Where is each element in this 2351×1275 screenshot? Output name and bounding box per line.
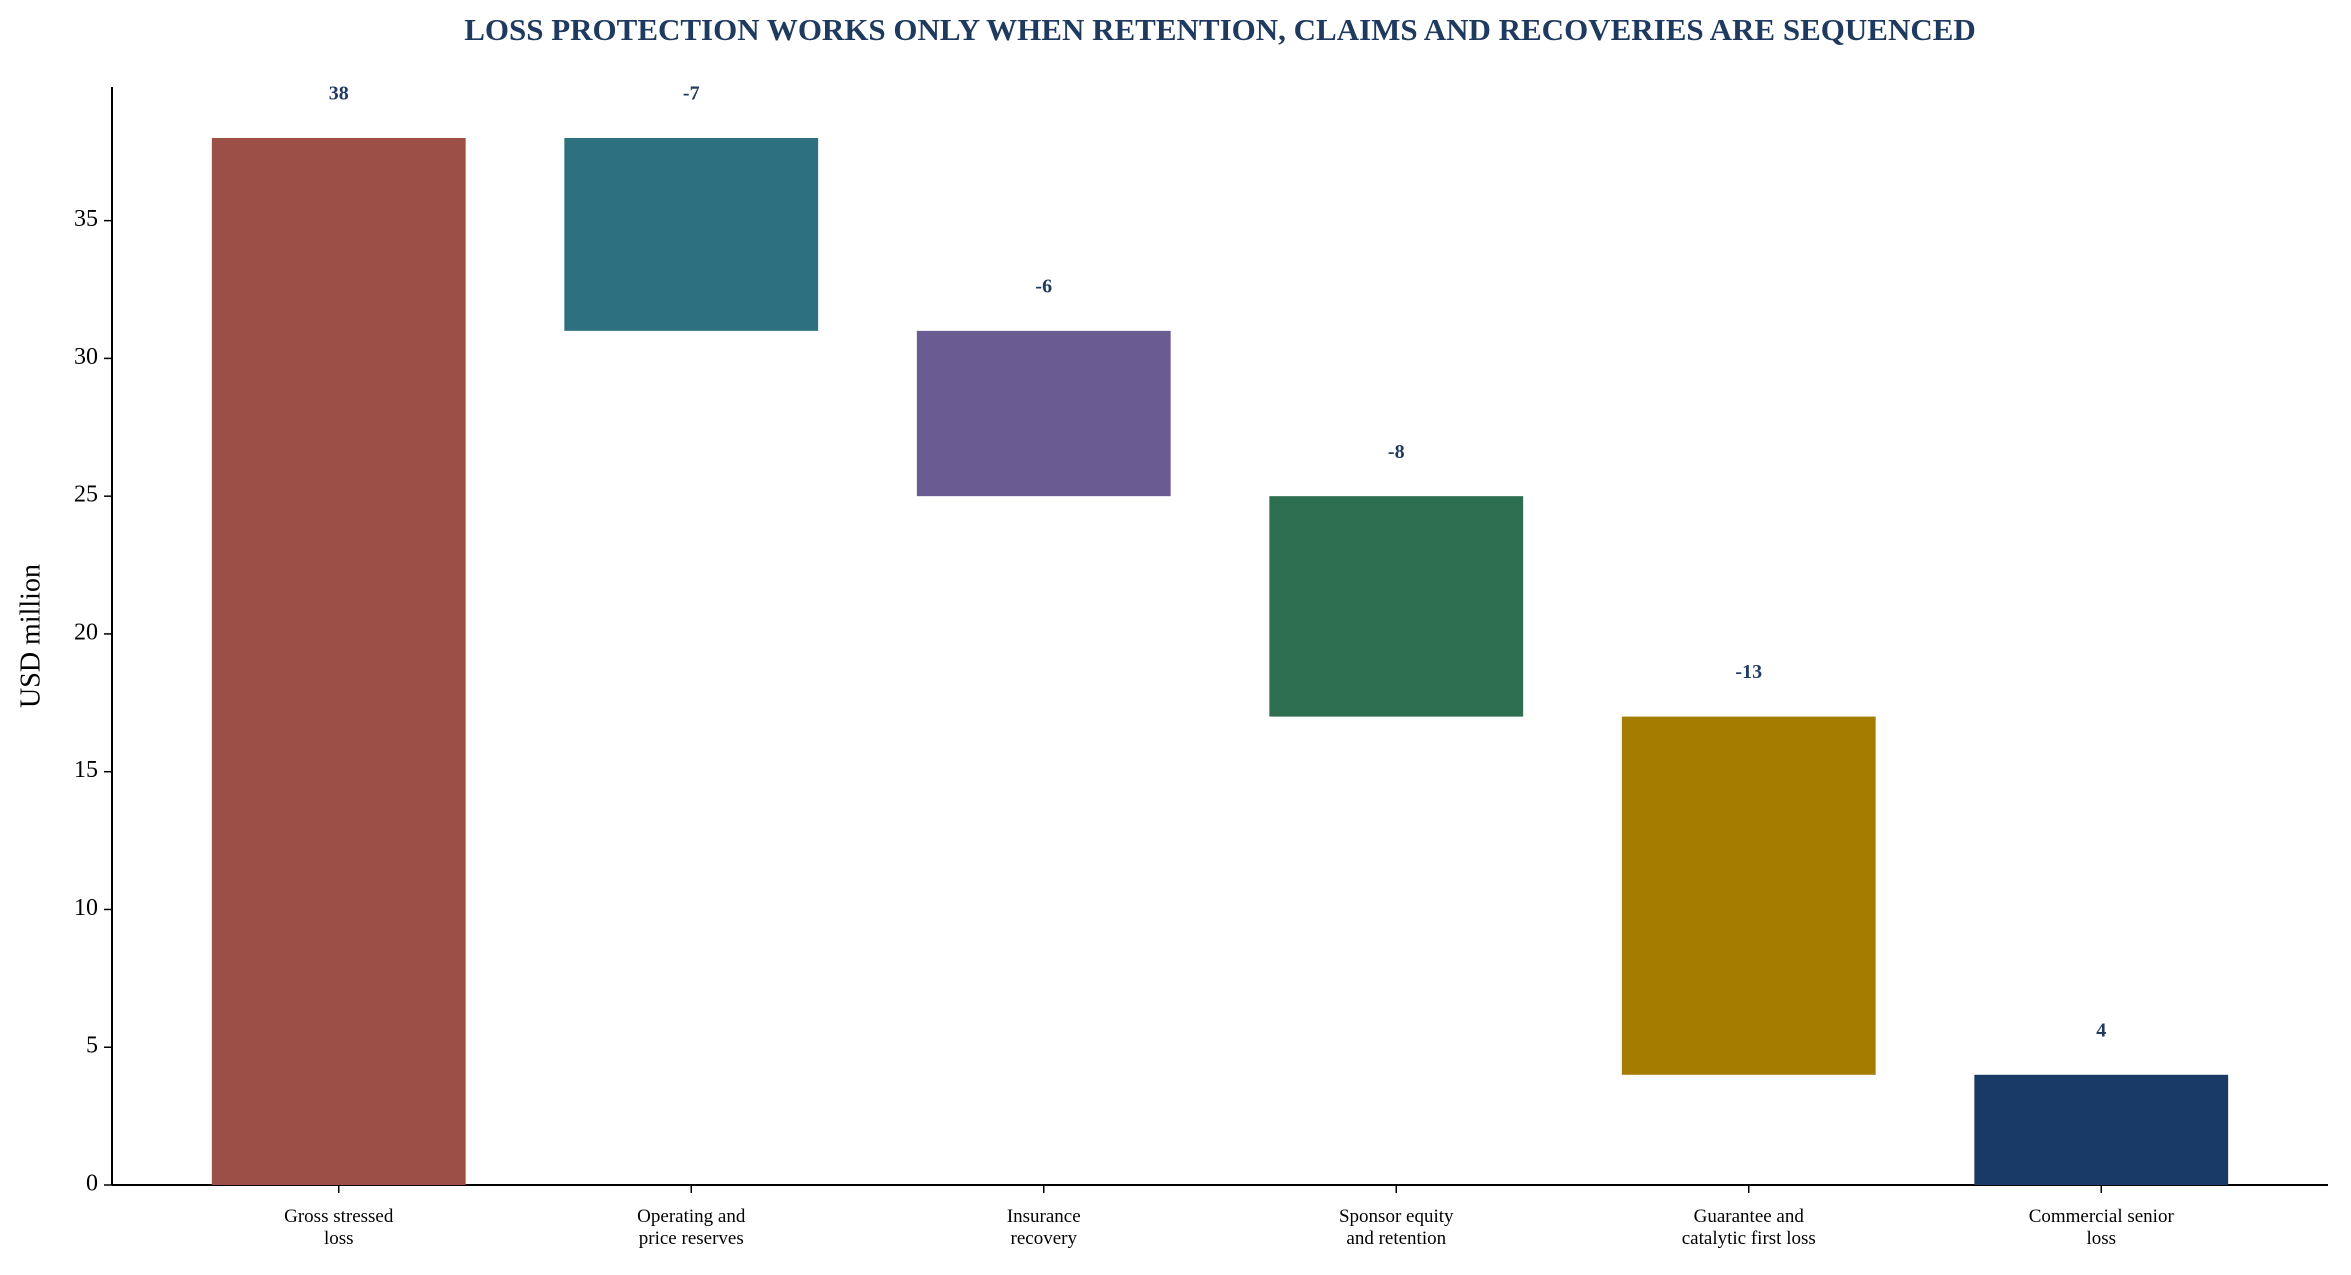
y-tick-label: 35	[74, 206, 98, 232]
bar	[211, 137, 466, 1186]
value-label: -6	[1035, 275, 1052, 297]
chart-title: LOSS PROTECTION WORKS ONLY WHEN RETENTIO…	[464, 12, 1976, 47]
y-tick-label: 30	[74, 344, 98, 370]
y-tick-label: 0	[86, 1171, 98, 1197]
y-tick-label: 5	[86, 1033, 98, 1059]
value-label: 38	[329, 83, 349, 105]
x-tick-label: Guarantee and catalytic first loss	[1682, 1206, 1816, 1249]
y-tick-label: 20	[74, 619, 98, 645]
x-tick-label: Sponsor equity and retention	[1339, 1206, 1454, 1249]
y-tick-label: 15	[74, 757, 98, 783]
value-label: -8	[1388, 441, 1405, 463]
bar	[564, 137, 819, 331]
bar	[1621, 716, 1876, 1075]
x-tick-label: Insurance recovery	[1007, 1206, 1081, 1249]
y-tick-label: 25	[74, 482, 98, 508]
y-axis-label: USD million	[15, 564, 46, 708]
x-tick-label: Commercial senior loss	[2029, 1206, 2175, 1249]
bar	[916, 330, 1171, 497]
value-label: -13	[1735, 661, 1762, 683]
x-tick-label: Operating and price reserves	[637, 1206, 746, 1249]
x-tick-label: Gross stressed loss	[284, 1206, 394, 1249]
value-label: 4	[2096, 1019, 2106, 1041]
value-label: -7	[683, 83, 700, 105]
bar	[1269, 496, 1524, 717]
y-tick-label: 10	[74, 895, 98, 921]
bar	[1974, 1074, 2229, 1185]
